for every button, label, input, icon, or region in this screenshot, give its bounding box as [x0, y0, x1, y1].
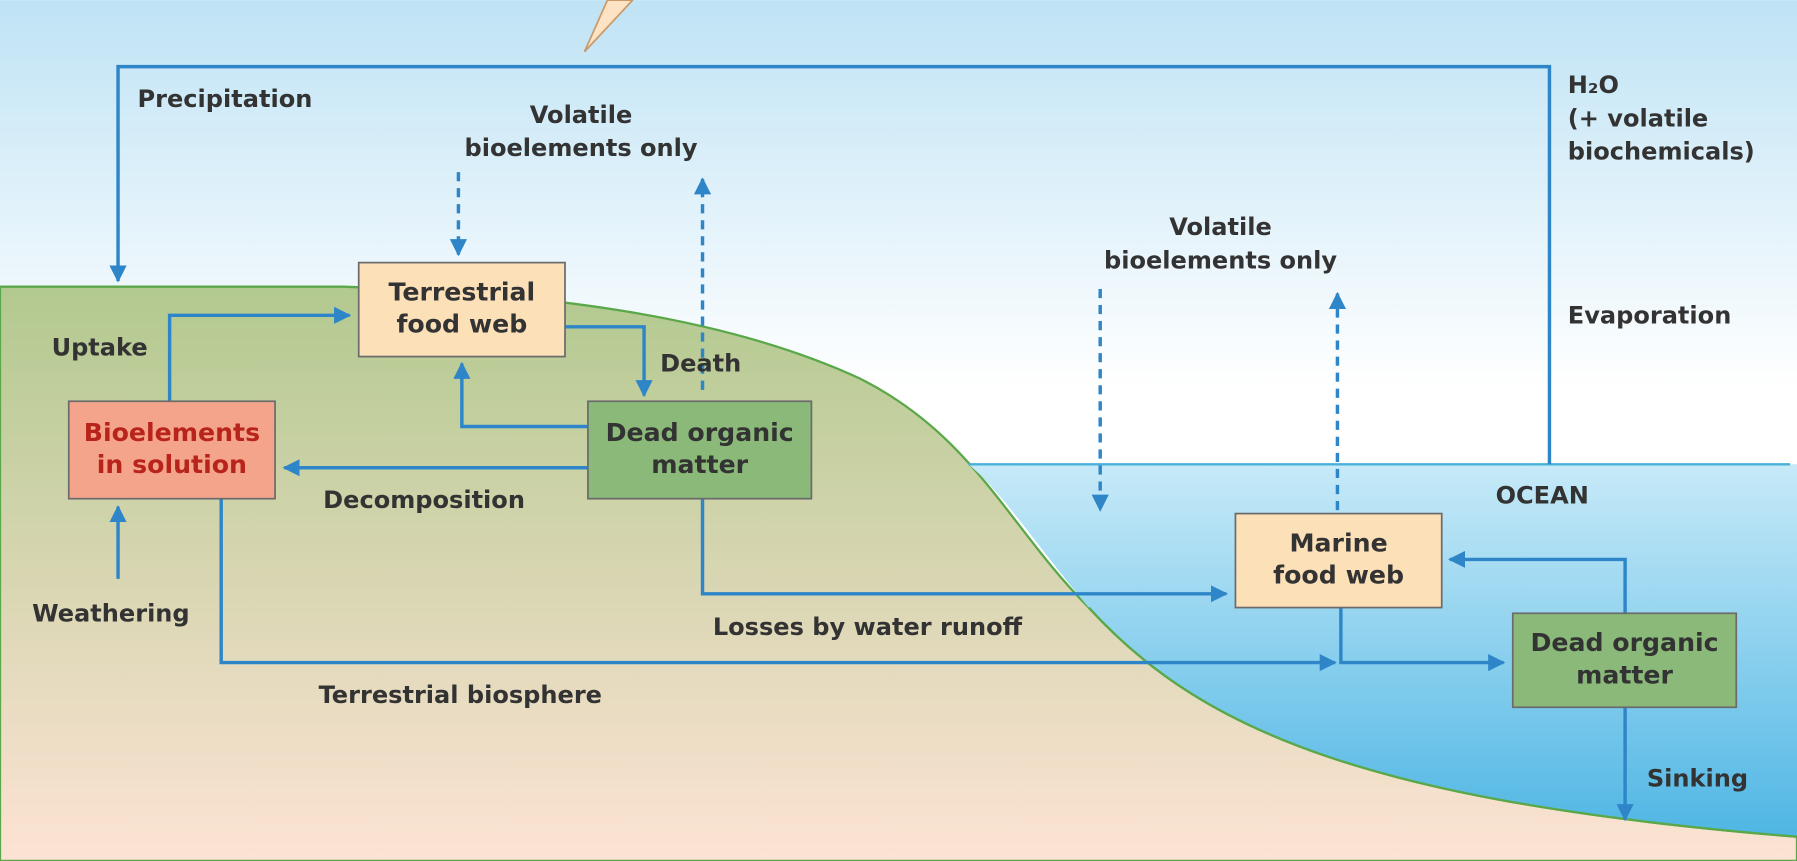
arrow: [219, 498, 1337, 672]
arrow: [700, 498, 1228, 603]
ray: [583, 0, 634, 53]
label: Volatile: [1169, 213, 1272, 241]
box-label: in solution: [97, 450, 247, 479]
box-label: Dead organic: [606, 418, 794, 447]
label: biochemicals): [1568, 138, 1755, 166]
arrow: [1448, 550, 1627, 614]
label: Evaporation: [1568, 301, 1732, 329]
box: [587, 400, 813, 500]
label: (+ volatile: [1568, 104, 1708, 132]
label: Decomposition: [323, 486, 525, 514]
arrow: [109, 64, 1552, 465]
box: [1511, 612, 1738, 709]
box-label: food web: [1273, 561, 1404, 590]
label: bioelements only: [1104, 246, 1337, 274]
label: Sinking: [1647, 764, 1748, 792]
label: Terrestrial biosphere: [319, 681, 602, 709]
arrow: [1339, 607, 1506, 672]
arrow: [565, 325, 653, 398]
arrow: [167, 306, 352, 402]
box-label: matter: [651, 450, 748, 479]
arrow: [453, 361, 588, 429]
label: Death: [660, 350, 741, 378]
content: Precipitation Volatile bioelements only H₂O…: [32, 71, 1755, 792]
box-label: Marine: [1289, 529, 1387, 558]
box-label: matter: [1576, 660, 1673, 689]
box: [1234, 512, 1443, 609]
label: Volatile: [530, 101, 633, 129]
label: bioelements only: [465, 134, 698, 162]
box-label: Bioelements: [84, 418, 260, 447]
label: Precipitation: [138, 85, 313, 113]
label: H₂O: [1568, 71, 1619, 99]
arrows: [109, 64, 1634, 822]
label: Uptake: [52, 334, 148, 362]
box: [357, 261, 566, 358]
box-label: food web: [396, 310, 527, 339]
label: Losses by water runoff: [713, 613, 1023, 641]
box-label: Dead organic: [1530, 628, 1718, 657]
ocean: [968, 464, 1797, 837]
label: Weathering: [32, 599, 190, 627]
box: [67, 400, 276, 500]
label: OCEAN: [1496, 481, 1589, 509]
box-label: Terrestrial: [389, 278, 536, 307]
